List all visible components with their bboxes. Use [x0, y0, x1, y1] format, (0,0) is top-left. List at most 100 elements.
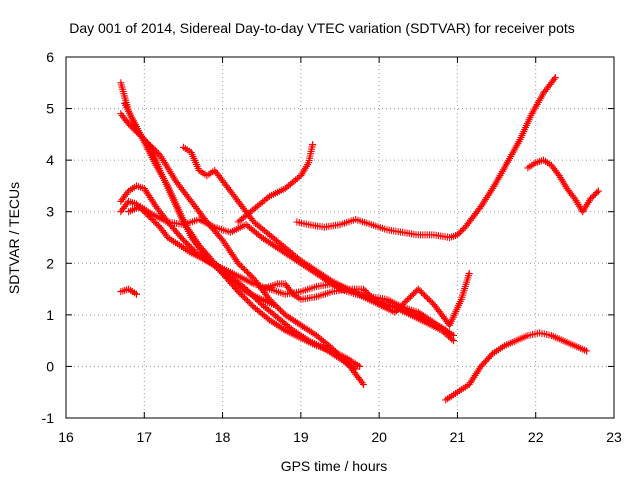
data-point: [280, 325, 287, 333]
data-point: [370, 296, 378, 304]
data-point: [455, 229, 463, 237]
data-point: [554, 170, 562, 178]
y-tick-label: 5: [46, 101, 54, 117]
data-point: [360, 381, 367, 388]
data-point: [593, 189, 601, 197]
data-point: [366, 291, 374, 299]
y-tick-label: 4: [46, 152, 54, 168]
data-point: [460, 225, 468, 233]
data-point: [481, 358, 489, 366]
data-point: [410, 290, 418, 298]
data-point: [394, 305, 402, 313]
data-point: [247, 300, 255, 308]
data-point: [277, 316, 285, 324]
data-point: [399, 301, 407, 308]
data-point: [133, 290, 140, 298]
x-tick-label: 21: [450, 429, 466, 445]
data-point: [405, 294, 413, 302]
data-point: [236, 289, 244, 297]
data-point: [288, 289, 296, 296]
data-point: [590, 192, 598, 200]
data-point: [125, 120, 133, 128]
data-point: [253, 221, 261, 229]
data-point: [396, 304, 403, 312]
data-point: [255, 307, 263, 315]
data-point: [242, 267, 250, 275]
data-point: [325, 342, 333, 349]
series-track-08: [179, 143, 457, 339]
data-point: [293, 254, 301, 262]
data-point: [271, 235, 279, 243]
data-point: [364, 290, 372, 298]
data-point: [279, 318, 287, 326]
data-point: [424, 294, 432, 302]
data-point: [277, 306, 284, 314]
data-point: [153, 220, 161, 228]
data-point: [402, 297, 410, 305]
data-point: [363, 288, 371, 296]
data-point: [450, 332, 457, 339]
data-point: [407, 293, 414, 301]
data-point: [465, 270, 473, 278]
data-point: [244, 222, 252, 230]
data-point: [480, 359, 488, 367]
series-track-10: [258, 270, 473, 329]
data-point: [282, 321, 290, 329]
data-point: [320, 337, 327, 345]
series-track-04: [117, 182, 277, 308]
data-point: [487, 351, 495, 359]
data-point: [484, 354, 492, 362]
x-axis-label: GPS time / hours: [281, 458, 388, 474]
data-point: [391, 308, 399, 316]
data-point: [551, 74, 559, 82]
data-point: [477, 362, 485, 370]
data-point: [253, 229, 260, 237]
data-point: [242, 221, 250, 229]
data-point: [239, 264, 247, 272]
data-point: [262, 195, 270, 203]
data-point: [250, 218, 258, 226]
data-point: [184, 241, 192, 249]
data-point: [284, 322, 292, 330]
data-point: [392, 307, 400, 315]
data-point: [237, 291, 245, 299]
data-point: [253, 306, 261, 314]
x-tick-label: 17: [136, 429, 152, 445]
data-point: [293, 175, 301, 182]
data-point: [591, 190, 599, 198]
data-point: [230, 278, 238, 286]
data-point: [262, 313, 270, 321]
data-point: [237, 262, 245, 270]
data-point: [235, 282, 243, 290]
x-tick-label: 19: [293, 429, 309, 445]
series-track-13: [442, 329, 591, 404]
data-point: [179, 236, 187, 244]
data-point: [174, 230, 182, 237]
data-point: [236, 217, 244, 225]
data-point: [425, 296, 433, 304]
data-point: [261, 303, 269, 311]
data-point: [270, 301, 277, 308]
data-point: [403, 296, 411, 304]
data-point: [414, 285, 422, 293]
data-point: [314, 333, 322, 341]
series-track-07: [117, 285, 140, 298]
data-point: [245, 299, 253, 306]
y-tick-label: 6: [46, 49, 54, 65]
data-point: [478, 361, 486, 369]
data-point: [594, 187, 602, 195]
data-point: [275, 305, 283, 313]
chart-title: Day 001 of 2014, Sidereal Day-to-day VTE…: [69, 20, 575, 36]
series-layer: [117, 74, 602, 404]
data-point: [241, 294, 248, 302]
data-point: [172, 228, 180, 236]
data-point: [367, 293, 375, 301]
data-point: [278, 308, 286, 316]
data-point: [244, 269, 252, 277]
data-point: [264, 194, 272, 202]
data-point: [486, 353, 494, 361]
data-point: [123, 118, 131, 126]
